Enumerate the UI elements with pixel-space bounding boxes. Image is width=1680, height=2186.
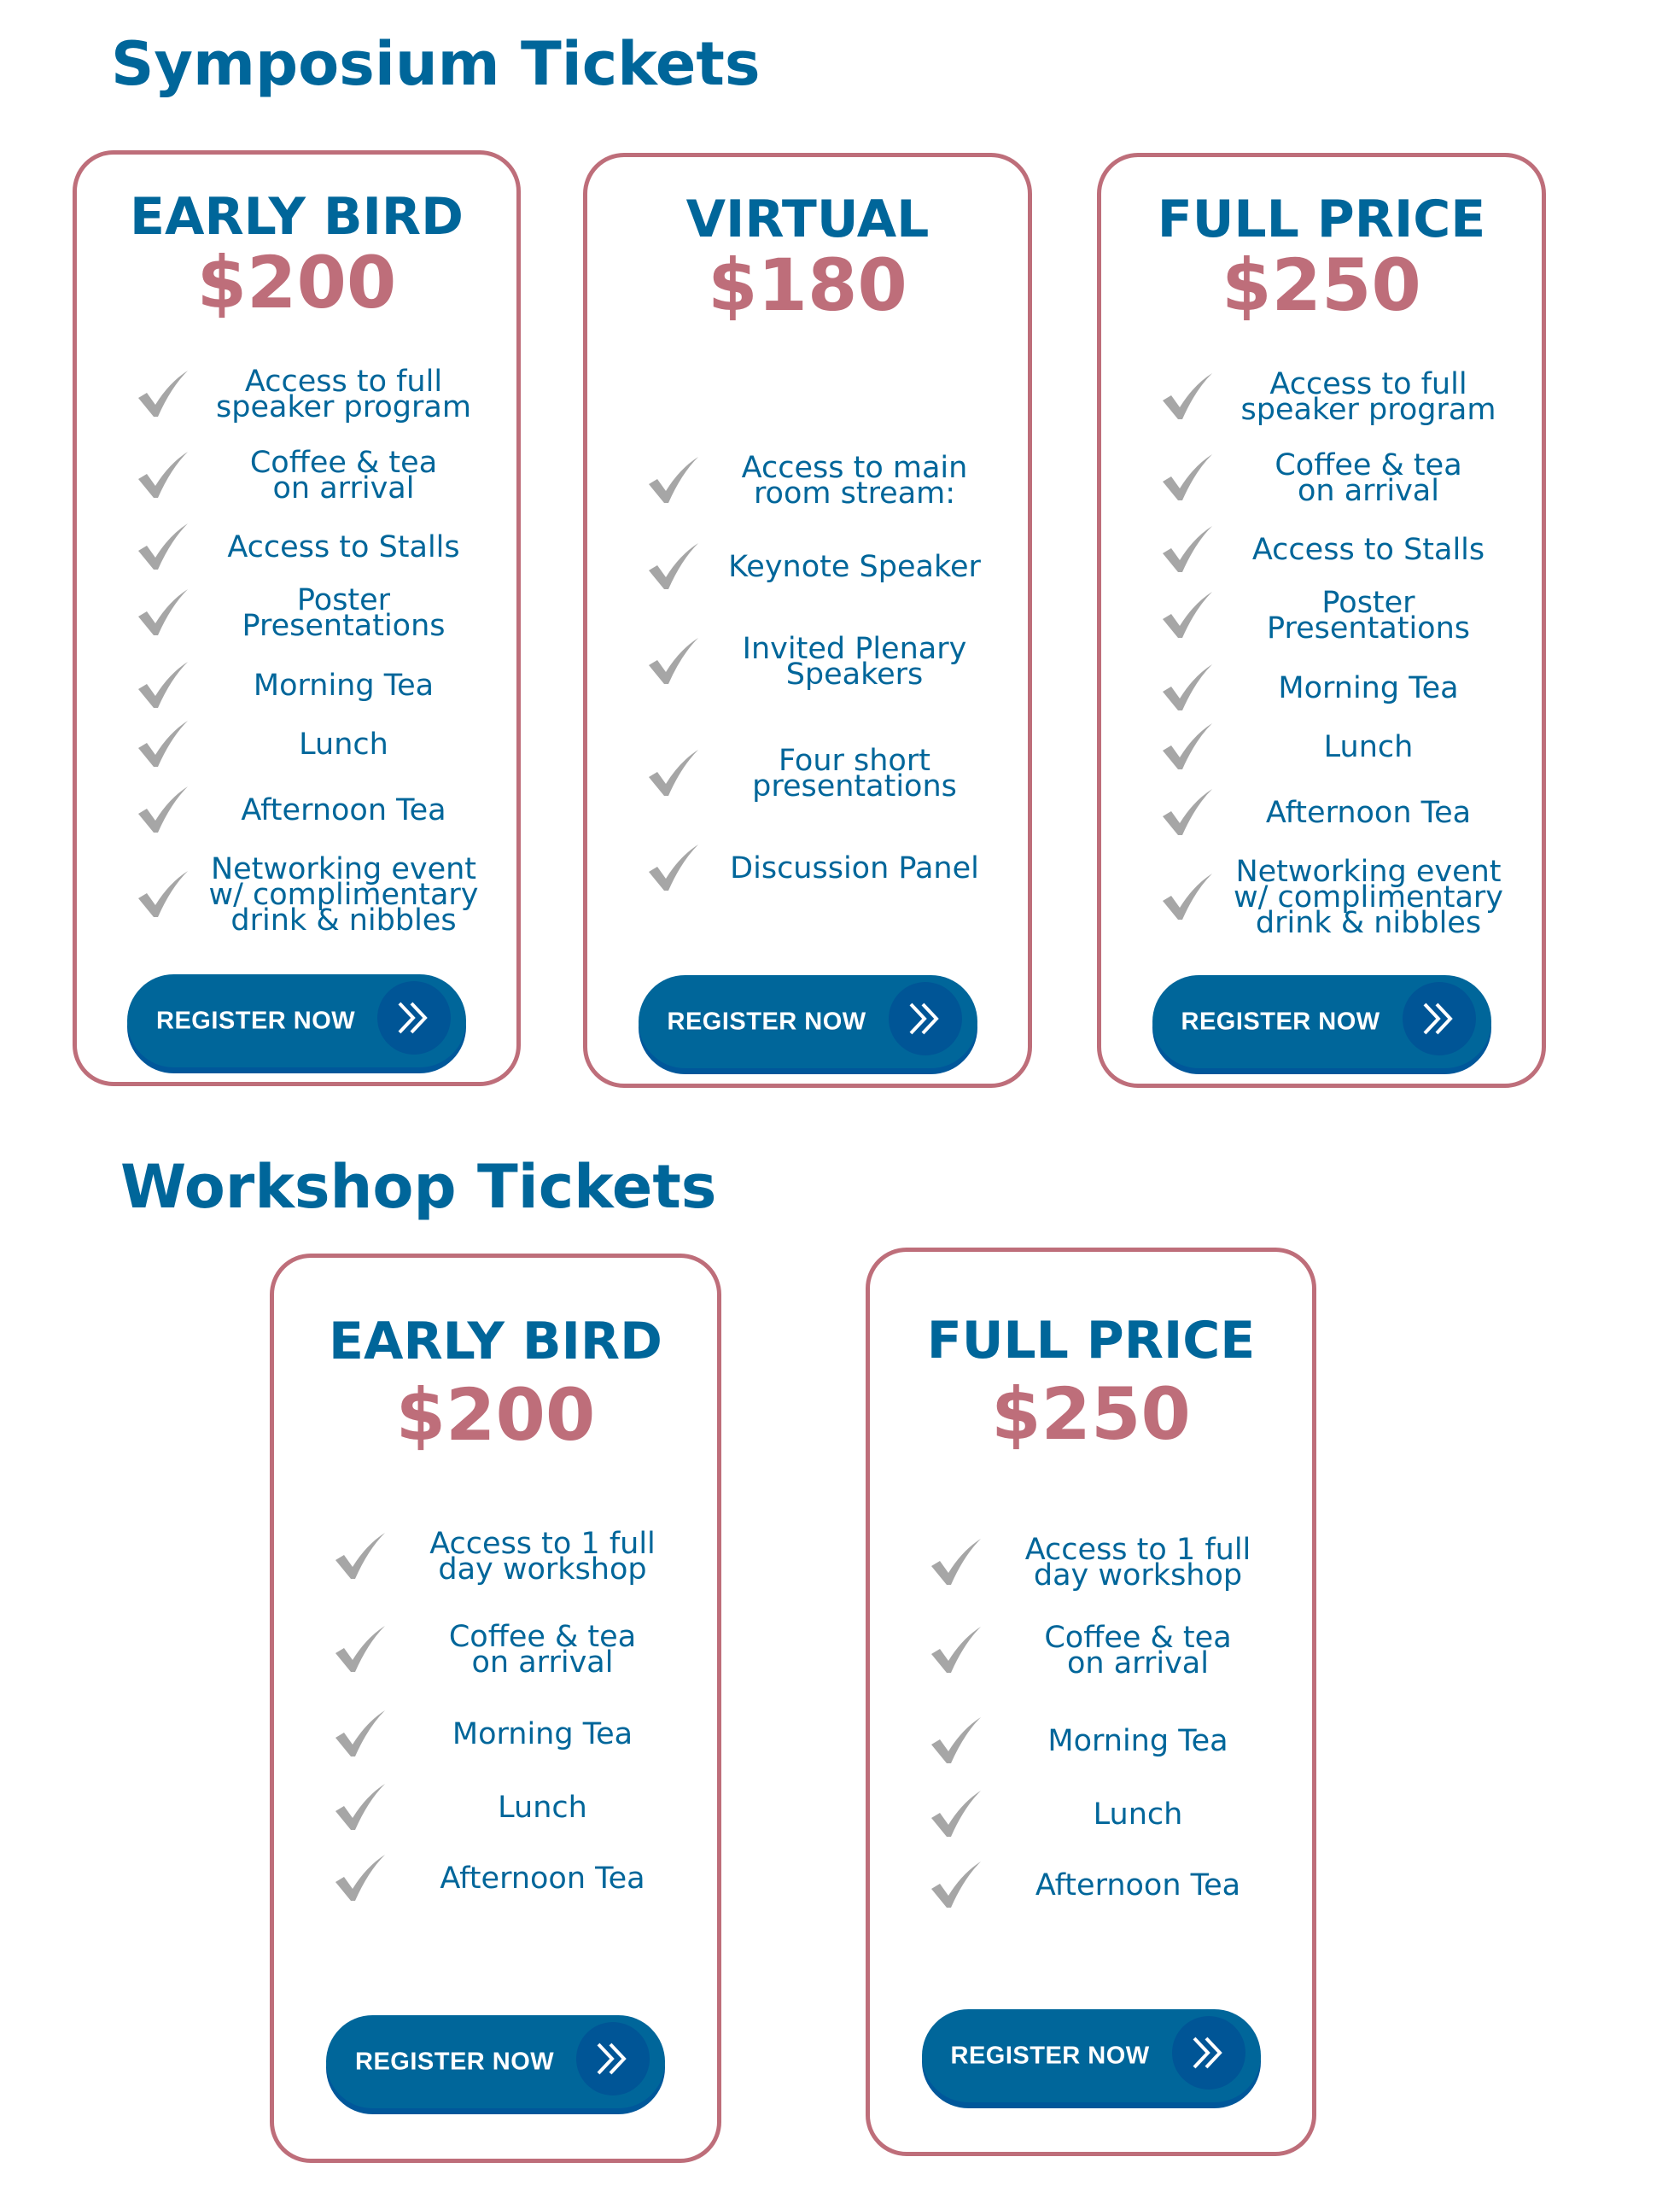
feature-text: Access to Stalls [1251,532,1485,567]
double-chevron-right-icon [888,982,962,1055]
symposium-ticket-card: VIRTUAL $180 Access to main room stream:… [583,153,1032,1088]
checkmark-icon [1161,872,1214,921]
checkmark-icon [647,843,700,892]
feature-text: Afternoon Tea [1035,1867,1241,1903]
feature-text: Lunch [1323,729,1414,764]
feature-text: Access to full speaker program [216,364,471,424]
double-chevron-right-icon [377,981,451,1055]
register-now-label: REGISTER NOW [355,2048,555,2075]
plan-price: $200 [395,1373,596,1457]
symposium-ticket-card: FULL PRICE $250 Access to full speaker p… [1097,153,1546,1088]
checkmark-icon [137,369,190,418]
checkmark-icon [334,1782,387,1832]
feature-text: Lunch [299,727,388,762]
feature-text: Discussion Panel [730,850,979,886]
plan-price: $250 [991,1372,1191,1456]
checkmark-icon [1161,371,1214,421]
checkmark-icon [137,522,190,571]
feature-text: Lunch [498,1790,587,1825]
feature-text: Coffee & tea on arrival [1044,1620,1232,1680]
feature-text: Afternoon Tea [440,1861,645,1896]
checkmark-icon [1161,453,1214,502]
workshop-title: Workshop Tickets [120,1152,717,1222]
checkmark-icon [647,455,700,505]
checkmark-icon [1161,722,1214,771]
plan-price: $250 [1222,243,1421,327]
feature-text: Keynote Speaker [728,549,981,584]
feature-text: Poster Presentations [242,582,446,643]
checkmark-icon [137,785,190,834]
feature-text: Morning Tea [1047,1723,1228,1758]
feature-text: Morning Tea [253,668,435,703]
checkmark-icon [647,636,700,686]
double-chevron-right-icon [576,2022,650,2095]
checkmark-icon [930,1860,983,1909]
symposium-title: Symposium Tickets [111,29,761,99]
plan-name: FULL PRICE [1157,190,1486,249]
plan-price: $200 [196,241,397,324]
feature-text: Access to 1 full day workshop [1024,1532,1251,1593]
double-chevron-right-icon [1402,982,1476,1055]
register-now-button[interactable]: REGISTER NOW [638,975,977,1068]
checkmark-icon [137,660,190,710]
feature-text: Invited Plenary Speakers [742,631,967,692]
checkmark-icon [137,587,190,637]
workshop-ticket-card: FULL PRICE $250 Access to 1 full day wor… [866,1248,1316,2156]
checkmark-icon [1161,663,1214,712]
checkmark-icon [930,1789,983,1838]
plan-name: EARLY BIRD [130,187,464,247]
checkmark-icon [1161,524,1214,574]
checkmark-icon [1161,787,1214,837]
checkmark-icon [1161,590,1214,640]
checkmark-icon [334,1531,387,1581]
checkmark-icon [334,1709,387,1758]
feature-text: Coffee & tea on arrival [249,445,438,506]
register-now-button[interactable]: REGISTER NOW [326,2015,665,2108]
feature-text: Lunch [1093,1797,1183,1832]
register-now-label: REGISTER NOW [667,1008,866,1035]
feature-text: Coffee & tea on arrival [448,1619,637,1680]
checkmark-icon [334,1624,387,1674]
plan-name: VIRTUAL [685,190,930,249]
checkmark-icon [137,869,190,919]
feature-text: Access to Stalls [227,529,460,564]
checkmark-icon [334,1853,387,1903]
checkmark-icon [930,1715,983,1765]
checkmark-icon [647,748,700,798]
feature-text: Four short presentations [752,743,957,804]
feature-text: Access to full speaker program [1240,366,1496,427]
feature-text: Morning Tea [1278,670,1459,705]
feature-text: Morning Tea [452,1716,633,1751]
register-now-button[interactable]: REGISTER NOW [921,2009,1261,2102]
register-now-label: REGISTER NOW [156,1007,356,1034]
workshop-ticket-card: EARLY BIRD $200 Access to 1 full day wor… [270,1254,721,2163]
plan-name: FULL PRICE [926,1311,1256,1371]
register-now-button[interactable]: REGISTER NOW [1152,975,1491,1068]
plan-price: $180 [708,243,907,327]
checkmark-icon [137,450,190,500]
feature-text: Access to 1 full day workshop [429,1526,656,1587]
symposium-ticket-card: EARLY BIRD $200 Access to full speaker p… [73,150,521,1086]
checkmark-icon [647,541,700,591]
feature-text: Poster Presentations [1266,585,1471,646]
feature-text: Afternoon Tea [1265,795,1472,830]
feature-text: Afternoon Tea [241,792,446,827]
checkmark-icon [137,719,190,769]
register-now-label: REGISTER NOW [950,2042,1150,2069]
feature-text: Access to main room stream: [741,450,968,511]
feature-text: Coffee & tea on arrival [1275,447,1462,508]
checkmark-icon [930,1537,983,1587]
checkmark-icon [930,1625,983,1675]
double-chevron-right-icon [1171,2016,1245,2090]
register-now-button[interactable]: REGISTER NOW [127,974,466,1067]
register-now-label: REGISTER NOW [1181,1008,1380,1035]
plan-name: EARLY BIRD [329,1312,662,1371]
feature-text: Networking event w/ complimentary drink … [208,851,479,938]
feature-text: Networking event w/ complimentary drink … [1233,854,1504,941]
